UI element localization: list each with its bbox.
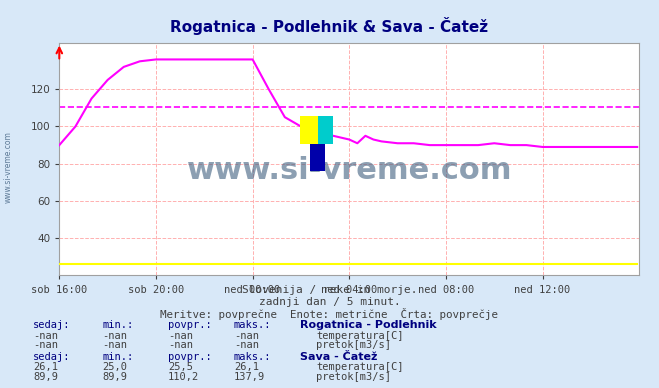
- Text: 26,1: 26,1: [33, 362, 58, 372]
- Text: 89,9: 89,9: [102, 372, 127, 382]
- Bar: [318, 116, 333, 144]
- Text: 25,5: 25,5: [168, 362, 193, 372]
- Text: 89,9: 89,9: [33, 372, 58, 382]
- Text: -nan: -nan: [234, 331, 259, 341]
- Text: www.si-vreme.com: www.si-vreme.com: [4, 131, 13, 203]
- Text: min.:: min.:: [102, 352, 133, 362]
- Text: Meritve: povprečne  Enote: metrične  Črta: povprečje: Meritve: povprečne Enote: metrične Črta:…: [161, 308, 498, 320]
- Text: Rogatnica - Podlehnik & Sava - Čatež: Rogatnica - Podlehnik & Sava - Čatež: [171, 17, 488, 35]
- Text: Rogatnica - Podlehnik: Rogatnica - Podlehnik: [300, 320, 436, 330]
- Text: Sava - Čatež: Sava - Čatež: [300, 352, 377, 362]
- Text: -nan: -nan: [33, 331, 58, 341]
- Text: -nan: -nan: [102, 331, 127, 341]
- Text: zadnji dan / 5 minut.: zadnji dan / 5 minut.: [258, 297, 401, 307]
- Text: povpr.:: povpr.:: [168, 320, 212, 330]
- Text: www.si-vreme.com: www.si-vreme.com: [186, 156, 512, 185]
- Text: Slovenija / reke in morje.: Slovenija / reke in morje.: [242, 285, 417, 295]
- Text: maks.:: maks.:: [234, 320, 272, 330]
- Text: temperatura[C]: temperatura[C]: [316, 362, 404, 372]
- Text: 25,0: 25,0: [102, 362, 127, 372]
- Text: povpr.:: povpr.:: [168, 352, 212, 362]
- Text: 137,9: 137,9: [234, 372, 265, 382]
- Text: temperatura[C]: temperatura[C]: [316, 331, 404, 341]
- Text: -nan: -nan: [168, 340, 193, 350]
- Bar: [310, 144, 325, 171]
- Text: sedaj:: sedaj:: [33, 352, 71, 362]
- Bar: [300, 116, 318, 144]
- Text: 110,2: 110,2: [168, 372, 199, 382]
- Text: -nan: -nan: [168, 331, 193, 341]
- Text: 26,1: 26,1: [234, 362, 259, 372]
- Text: maks.:: maks.:: [234, 352, 272, 362]
- Text: -nan: -nan: [234, 340, 259, 350]
- Text: sedaj:: sedaj:: [33, 320, 71, 330]
- Text: -nan: -nan: [102, 340, 127, 350]
- Text: pretok[m3/s]: pretok[m3/s]: [316, 340, 391, 350]
- Text: min.:: min.:: [102, 320, 133, 330]
- Text: -nan: -nan: [33, 340, 58, 350]
- Text: pretok[m3/s]: pretok[m3/s]: [316, 372, 391, 382]
